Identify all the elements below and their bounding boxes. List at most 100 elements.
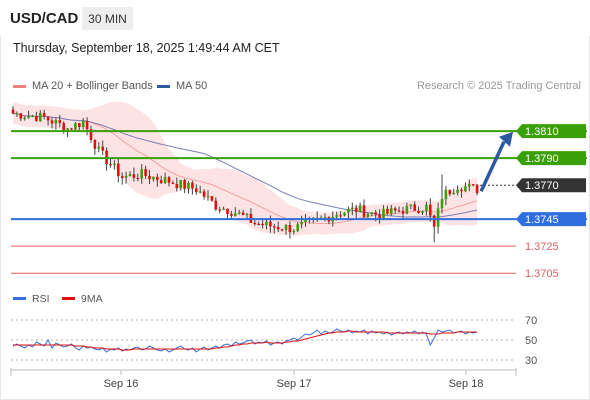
ma50-label: MA 50 — [176, 80, 208, 92]
candle-body — [187, 182, 190, 189]
candle-body — [85, 120, 89, 130]
candle-body — [101, 146, 104, 151]
candle-body — [421, 211, 424, 213]
candle-body — [62, 123, 65, 132]
candle-body — [109, 164, 112, 166]
candle-body — [128, 174, 132, 177]
candle-body — [167, 177, 171, 183]
candle-body — [136, 177, 140, 180]
candle-body — [46, 116, 50, 121]
candle-body — [230, 214, 233, 216]
candle-body — [409, 204, 413, 206]
candle-body — [234, 213, 237, 216]
candle-body — [23, 117, 26, 119]
candle-body — [456, 189, 459, 193]
candle-body — [323, 217, 327, 219]
candle-body — [366, 213, 370, 217]
candle-body — [42, 112, 46, 117]
candle-body — [35, 115, 38, 122]
candle-body — [124, 176, 128, 178]
candle-body — [120, 176, 124, 178]
level-minor_support-label: 1.3705 — [525, 268, 559, 280]
candle-body — [210, 196, 214, 201]
ma50-swatch-icon — [157, 84, 170, 88]
candle-body — [288, 225, 292, 233]
candle-body — [198, 191, 202, 193]
candle-body — [257, 223, 260, 226]
candle-body — [354, 207, 358, 213]
rsi-legend-label: RSI — [32, 293, 50, 305]
candle-body — [81, 120, 85, 127]
candle-body — [214, 200, 218, 210]
timestamp: Thursday, September 18, 2025 1:49:44 AM … — [13, 41, 280, 55]
research-credit: Research © 2025 Trading Central — [416, 80, 581, 92]
candle-body — [78, 123, 81, 127]
candle-body — [343, 212, 346, 216]
candle-body — [452, 192, 455, 195]
candle-body — [191, 182, 194, 189]
candle-body — [362, 205, 366, 217]
candle-body — [296, 224, 299, 232]
legend-ma20: MA 20 + Bollinger Bands — [13, 80, 153, 92]
legend-ma50: MA 50 — [157, 80, 207, 92]
candle-body — [273, 226, 276, 228]
candle-body — [468, 184, 471, 187]
candle-body — [432, 215, 436, 227]
candle-body — [97, 146, 101, 149]
candle-body — [89, 129, 93, 140]
rsi-tick-label: 70 — [525, 315, 537, 327]
candle-body — [417, 210, 420, 213]
candle-body — [397, 210, 401, 212]
candle-body — [148, 175, 151, 180]
candle-body — [304, 219, 307, 222]
rsi-ma-swatch-icon — [62, 297, 75, 300]
level-last_price-tag — [516, 178, 586, 193]
candle-body — [265, 221, 268, 226]
candle-body — [347, 208, 350, 213]
candle-body — [54, 119, 58, 124]
candle-body — [241, 212, 245, 216]
candle-body — [152, 176, 155, 180]
level-resistance-label: 1.3810 — [525, 126, 559, 138]
candle-body — [19, 113, 23, 119]
level-last_price-label: 1.3770 — [525, 180, 559, 192]
candle-body — [183, 180, 186, 189]
rsi-line — [12, 328, 478, 353]
candle-body — [370, 212, 374, 214]
level-resistance-tag — [516, 124, 586, 139]
candle-body — [237, 212, 241, 214]
candle-body — [206, 196, 210, 198]
level-support-label: 1.3745 — [525, 214, 559, 226]
x-tick-label: Sep 18 — [449, 378, 484, 390]
candle-body — [475, 184, 479, 194]
candle-body — [292, 231, 296, 233]
candle-body — [390, 208, 393, 214]
candle-body — [58, 119, 62, 124]
candle-body — [393, 208, 397, 211]
candle-body — [300, 221, 303, 225]
candle-body — [405, 205, 409, 214]
candle-body — [163, 177, 167, 183]
candle-body — [50, 120, 54, 124]
candle-body — [413, 204, 416, 211]
candle-body — [245, 213, 249, 216]
candle-body — [11, 109, 15, 114]
candle-body — [226, 208, 229, 215]
candle-body — [222, 208, 225, 210]
ma20-label: MA 20 + Bollinger Bands — [32, 80, 153, 92]
candle-body — [74, 123, 77, 130]
candle-body — [179, 180, 182, 189]
candle-body — [284, 225, 288, 231]
projection-arrow — [479, 141, 506, 193]
candle-body — [358, 205, 362, 213]
candle-body — [378, 214, 381, 220]
ma50-line — [12, 112, 478, 218]
candle-body — [440, 198, 444, 209]
timeframe-badge[interactable]: 30 MIN — [82, 7, 133, 30]
candle-body — [144, 169, 147, 176]
candle-body — [339, 215, 342, 217]
symbol-title: USD/CAD — [10, 10, 79, 27]
candle-body — [436, 208, 440, 227]
candle-body — [382, 208, 385, 220]
candle-body — [444, 189, 448, 199]
